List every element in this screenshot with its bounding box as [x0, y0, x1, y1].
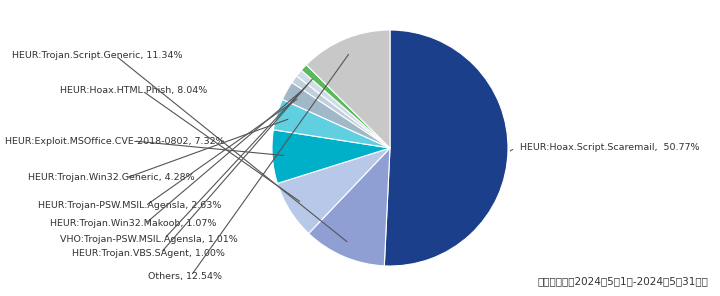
Wedge shape [292, 76, 390, 148]
Text: HEUR:Hoax.HTML.Phish, 8.04%: HEUR:Hoax.HTML.Phish, 8.04% [60, 86, 207, 96]
Text: HEUR:Trojan-PSW.MSIL.Agensla, 2.63%: HEUR:Trojan-PSW.MSIL.Agensla, 2.63% [38, 202, 221, 210]
Wedge shape [277, 148, 390, 234]
Wedge shape [272, 130, 390, 184]
Text: HEUR:Trojan.Win32.Generic, 4.28%: HEUR:Trojan.Win32.Generic, 4.28% [28, 173, 194, 183]
Wedge shape [309, 148, 390, 266]
Text: （集計期間：2024年5月1日-2024年5月31日）: （集計期間：2024年5月1日-2024年5月31日） [537, 276, 708, 286]
Wedge shape [306, 30, 390, 148]
Text: HEUR:Trojan.Script.Generic, 11.34%: HEUR:Trojan.Script.Generic, 11.34% [12, 52, 182, 60]
Text: HEUR:Exploit.MSOffice.CVE-2018-0802, 7.32%: HEUR:Exploit.MSOffice.CVE-2018-0802, 7.3… [5, 136, 225, 146]
Wedge shape [384, 30, 508, 266]
Wedge shape [301, 65, 390, 148]
Wedge shape [274, 99, 390, 148]
Text: HEUR:Trojan.VBS.SAgent, 1.00%: HEUR:Trojan.VBS.SAgent, 1.00% [72, 249, 225, 258]
Text: VHO:Trojan-PSW.MSIL.Agensla, 1.01%: VHO:Trojan-PSW.MSIL.Agensla, 1.01% [60, 234, 238, 244]
Text: HEUR:Trojan.Win32.Makoob, 1.07%: HEUR:Trojan.Win32.Makoob, 1.07% [50, 220, 217, 229]
Wedge shape [297, 70, 390, 148]
Wedge shape [282, 82, 390, 148]
Text: HEUR:Hoax.Script.Scaremail,  50.77%: HEUR:Hoax.Script.Scaremail, 50.77% [520, 144, 700, 152]
Text: Others, 12.54%: Others, 12.54% [148, 271, 222, 281]
